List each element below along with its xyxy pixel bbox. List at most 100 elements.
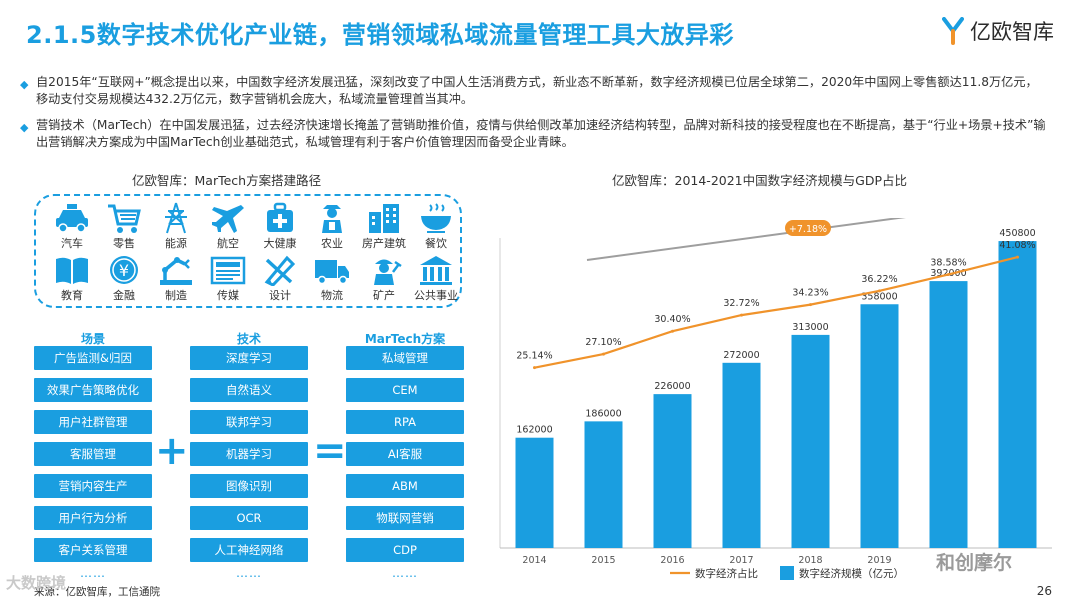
plus-operator: + [155,428,189,474]
bar-value-label: 450800 [999,228,1035,239]
bullet-text-2: 营销技术（MarTech）在中国发展迅猛，过去经济快速增长掩盖了营销助推价值，疫… [36,118,1046,149]
percentage-label: 36.22% [861,274,897,285]
left-section-title: 亿欧智库：MarTech方案搭建路径 [132,173,322,188]
industry-label: 汽车 [61,237,83,250]
martech-box: CDP [346,538,464,562]
watermark-left-text: 大数跨境 [6,574,67,592]
x-tick-label: 2019 [867,555,891,566]
bar-2018 [791,334,830,548]
industry-manufacturing: 制造 [150,254,202,303]
medical-kit-icon [267,202,293,232]
industry-label: 金融 [113,289,135,302]
bar-value-label: 358000 [861,291,897,302]
scenario-box: 客服管理 [34,442,152,466]
x-tick-label: 2018 [798,555,822,566]
bar-value-label: 313000 [792,322,828,333]
power-tower-icon [165,202,187,234]
legend-bar-swatch [780,566,794,580]
industry-label: 教育 [61,289,83,302]
source-footer: 来源：亿欧智库，工信通院 [34,586,160,598]
svg-text:¥: ¥ [119,261,129,280]
miner-icon [374,259,402,285]
technology-box: 联邦学习 [190,410,308,434]
industry-agriculture: 农业 [306,202,358,251]
bar-2016 [653,394,692,548]
martech-box: 物联网营销 [346,506,464,530]
industry-label: 传媒 [217,289,239,302]
newspaper-icon [210,256,246,285]
bar-value-label: 162000 [516,425,552,436]
industry-label: 农业 [321,237,343,250]
bar-2014 [515,437,554,548]
bar-2020 [929,281,968,548]
farmer-icon [322,205,342,233]
industry-aviation: 航空 [202,202,254,251]
industry-label: 房产建筑 [362,237,406,250]
buildings-icon [369,204,399,233]
percentage-label: 38.58% [930,257,966,268]
bullet-paragraph-1: ◆ 自2015年“互联网+”概念提出以来，中国数字经济发展迅猛，深刻改变了中国人… [20,74,1046,108]
percentage-line [534,256,1018,369]
technology-box: 图像识别 [190,474,308,498]
truck-icon [315,260,349,285]
bar-2021 [998,241,1037,549]
scenario-box: 用户社群管理 [34,410,152,434]
industry-mining: 矿产 [358,254,410,303]
martech-box: 私域管理 [346,346,464,370]
page-title: 2.1.5数字技术优化产业链，营销领域私域流量管理工具大放异彩 [26,21,734,49]
diamond-bullet-icon: ◆ [20,121,29,134]
martech-box: RPA [346,410,464,434]
industry-icon-panel: 汽车 零售 能源 航空 大健康 [34,194,462,308]
bar-2017 [722,362,761,548]
industry-finance: ¥ 金融 [98,254,150,303]
percentage-label: 41.08% [999,240,1035,251]
technology-box: 自然语义 [190,378,308,402]
martech-box: AI客服 [346,442,464,466]
scenario-box: 广告监测&归因 [34,346,152,370]
diamond-bullet-icon: ◆ [20,78,29,91]
industry-label: 矿产 [373,289,395,302]
industry-label: 公共事业 [414,289,458,302]
technology-box: 深度学习 [190,346,308,370]
technology-box: 人工神经网络 [190,538,308,562]
shopping-cart-icon [108,204,141,233]
industry-catering: 餐饮 [410,202,462,251]
industry-label: 制造 [165,289,187,302]
industry-label: 大健康 [263,237,297,250]
bullet-text-1: 自2015年“互联网+”概念提出以来，中国数字经济发展迅猛，深刻改变了中国人生活… [36,75,1038,106]
yiou-logo-icon [942,17,964,45]
industry-label: 设计 [269,289,291,302]
industry-public-utilities: 公共事业 [410,254,462,303]
industry-energy: 能源 [150,202,202,251]
growth-annotation-badge [785,220,831,236]
martech-box: ABM [346,474,464,498]
percentage-point [947,272,950,276]
x-tick-label: 2015 [591,555,615,566]
column-header-martech: MarTech方案 [364,332,446,346]
percentage-label: 30.40% [654,314,690,325]
industry-label: 能源 [165,237,187,250]
digital-economy-chart: 1620001860002260002720003130003580003920… [499,218,1052,580]
column-header-scenario: 场景 [80,332,105,346]
bar-value-label: 186000 [585,408,621,419]
page-number: 26 [1036,584,1052,598]
bullet-paragraph-2: ◆ 营销技术（MarTech）在中国发展迅猛，过去经济快速增长掩盖了营销助推价值… [20,117,1046,151]
industry-media: 传媒 [202,254,254,303]
car-icon [56,204,88,233]
industry-label: 物流 [321,289,343,302]
public-building-icon [420,256,452,285]
percentage-point [809,303,812,307]
x-tick-label: 2014 [522,555,546,566]
percentage-point [671,329,674,333]
bar-2015 [584,421,623,548]
bar-2019 [860,304,899,548]
technology-box: OCR [190,506,308,530]
industry-car: 汽车 [46,202,98,251]
book-icon [56,257,88,284]
x-tick-label: 2016 [660,555,684,566]
scenario-box: 用户行为分析 [34,506,152,530]
watermark-text: 和创摩尔 [936,552,1013,574]
percentage-label: 27.10% [585,337,621,348]
industry-retail: 零售 [98,202,150,251]
bar-value-label: 226000 [654,381,690,392]
